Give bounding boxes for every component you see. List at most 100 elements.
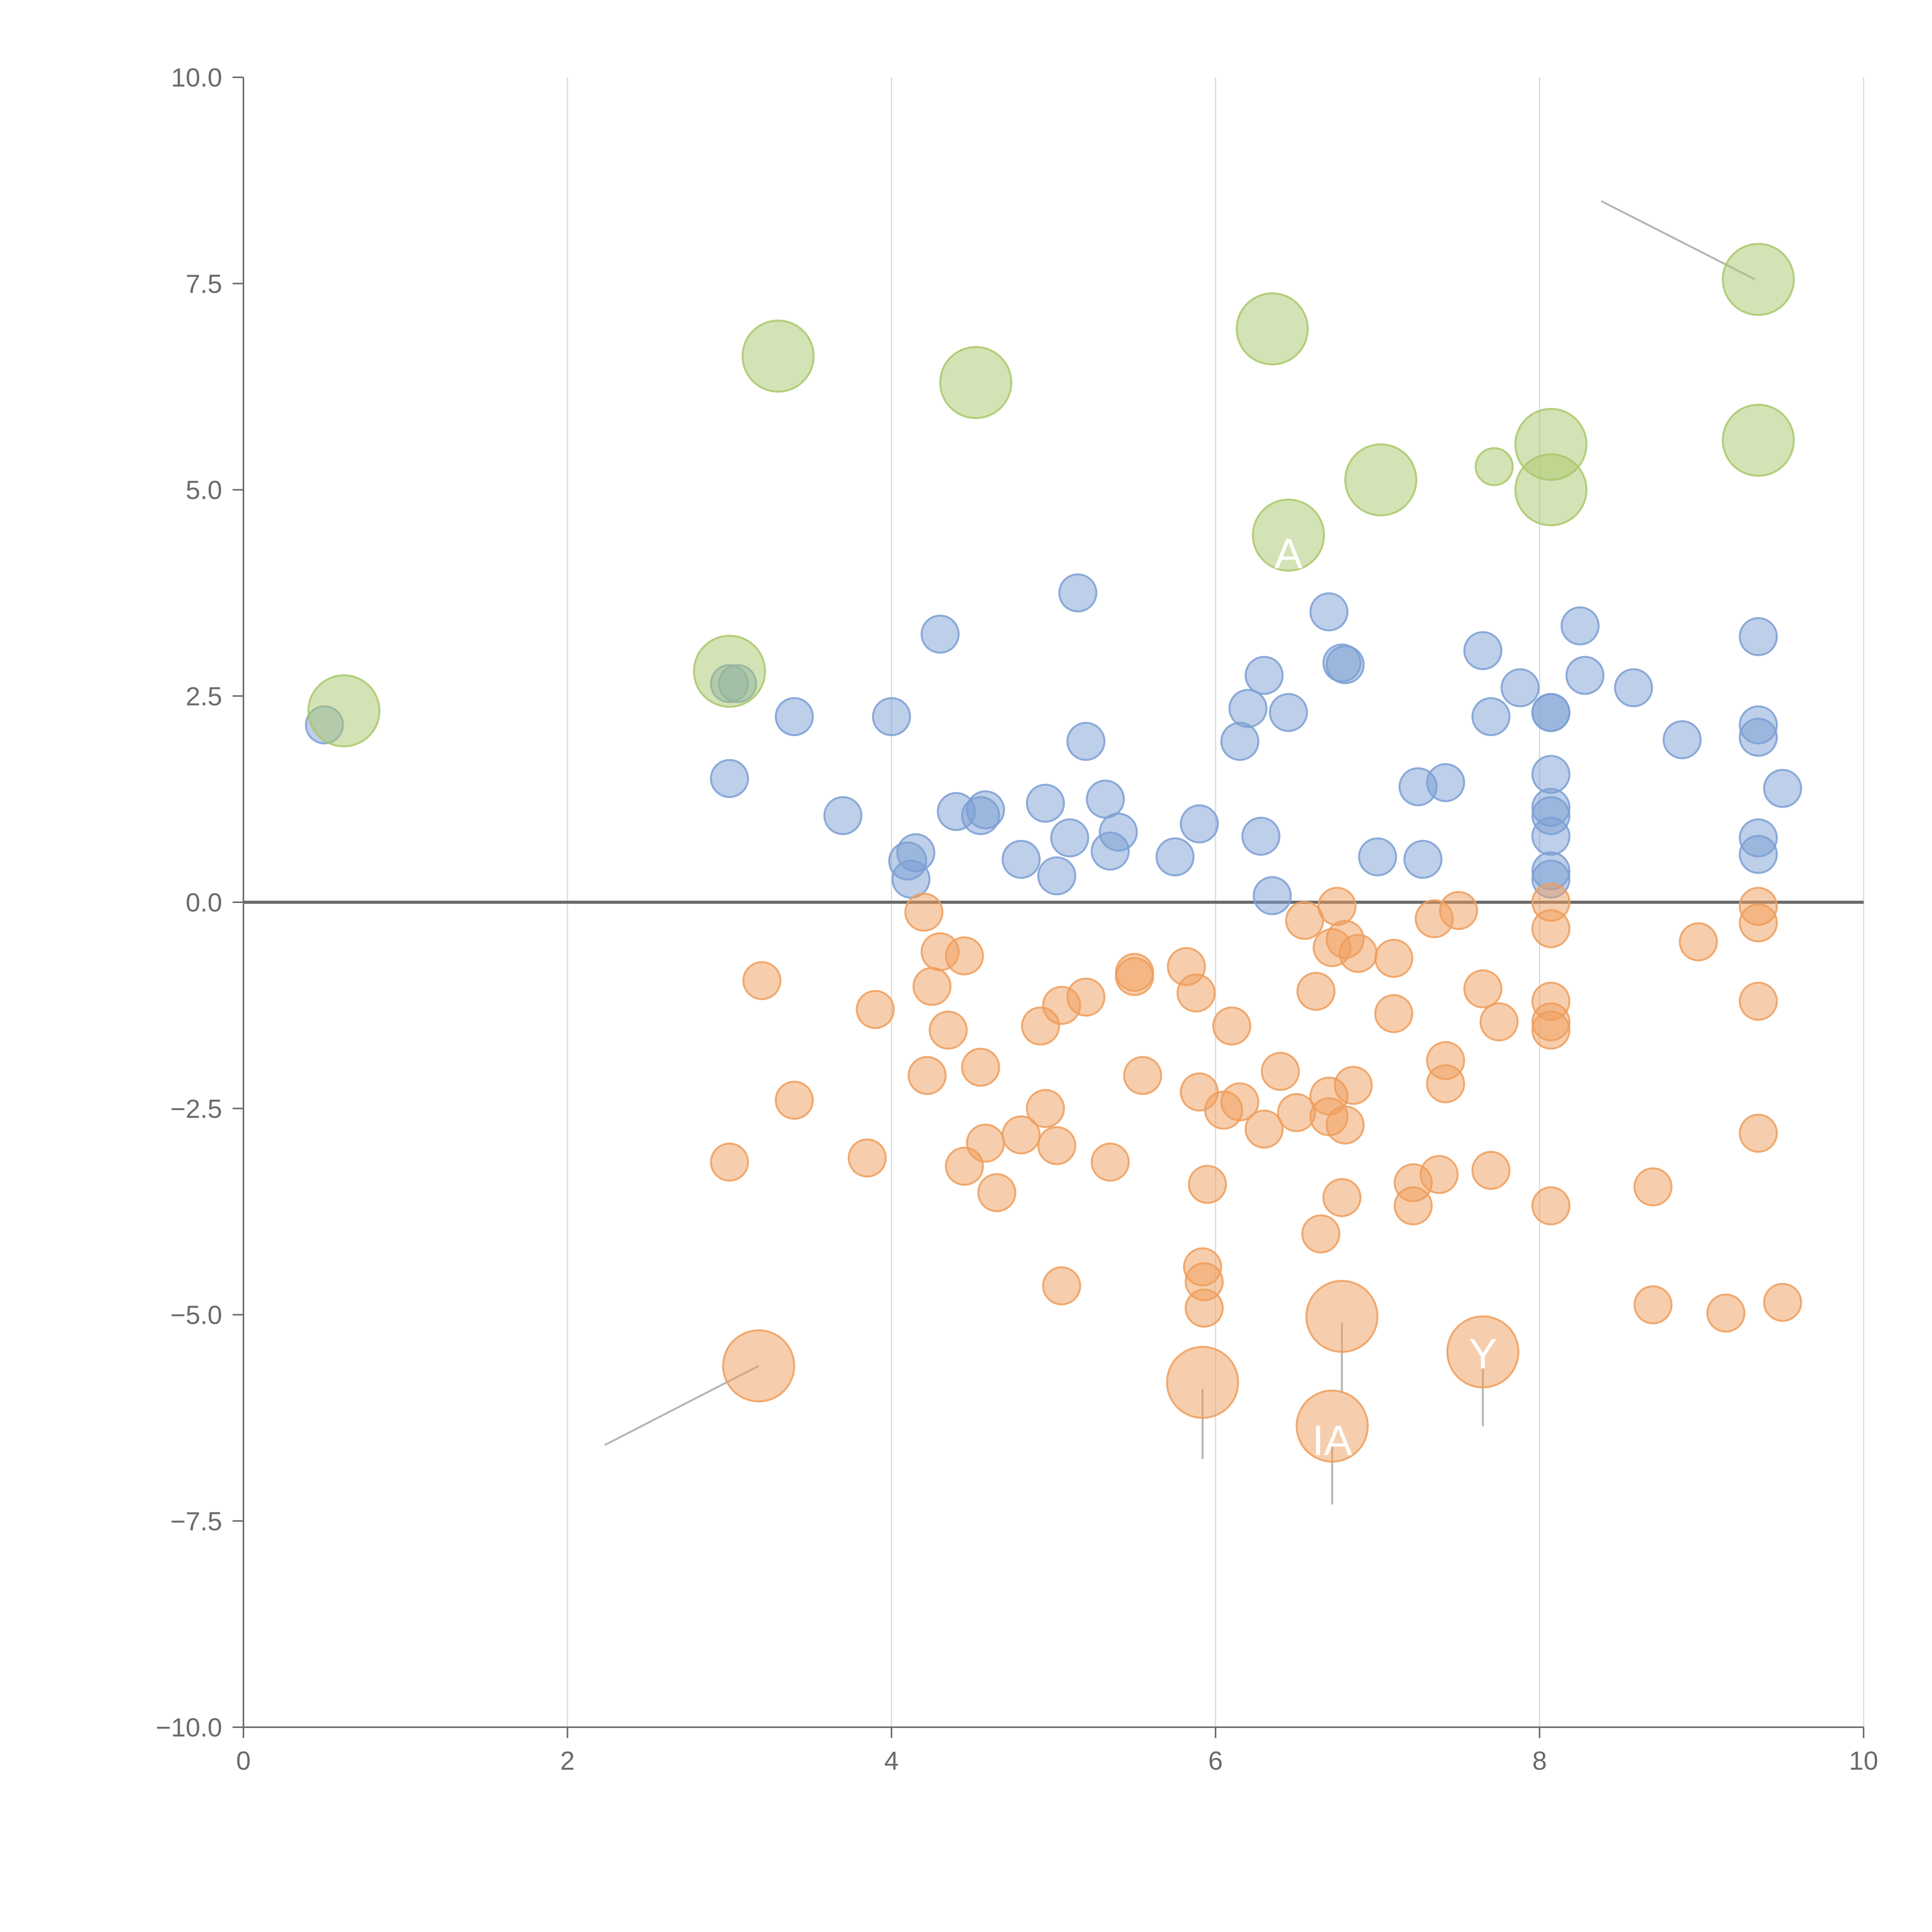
negative-point <box>1374 939 1413 978</box>
positive-point <box>1531 816 1571 856</box>
negative-point <box>1245 1109 1284 1149</box>
negative-point <box>1066 978 1105 1017</box>
positive-point <box>1560 606 1600 646</box>
negative-point <box>1531 1186 1571 1226</box>
negative-point <box>1738 981 1778 1021</box>
positive-point <box>1531 693 1571 732</box>
positive-point <box>1245 656 1284 695</box>
negative-point <box>1176 973 1216 1013</box>
positive-point <box>920 614 960 654</box>
positive-point <box>1426 763 1465 802</box>
positive-point <box>1002 840 1041 879</box>
negative-point <box>1317 887 1357 926</box>
negative-point <box>1301 1214 1340 1253</box>
positive-point <box>872 697 911 736</box>
negative-point <box>1393 1186 1433 1226</box>
positive-point <box>896 833 935 872</box>
positive-point <box>1325 645 1365 684</box>
large-negative-point <box>1296 1389 1369 1463</box>
annotation-labels: A Y IA <box>1274 530 1497 1464</box>
y-tick-label: 10.0 <box>171 63 222 92</box>
negative-point <box>907 1056 947 1095</box>
positive-point <box>1471 697 1511 736</box>
negative-point <box>1296 972 1336 1011</box>
highlight-point <box>1344 443 1417 517</box>
negative-point <box>912 967 952 1006</box>
positive-point <box>1050 818 1089 857</box>
y-tick-label: 5.0 <box>185 476 222 505</box>
axes: 0 2 4 6 8 10 10.0 7.5 5.0 2.5 0.0 −2.5 −5.0 −7.5 −10.0 <box>156 63 1878 1776</box>
negative-point <box>1285 901 1324 940</box>
large-negative-point <box>722 1329 795 1403</box>
y-tick-label: −5.0 <box>170 1301 222 1330</box>
negative-point <box>1026 1089 1065 1128</box>
positive-point <box>1763 769 1802 808</box>
negative-point <box>945 936 984 976</box>
negative-point <box>961 1048 1000 1087</box>
data-points <box>305 243 1802 1463</box>
annotation-center-label: A <box>1274 530 1303 577</box>
y-tick-label: −7.5 <box>170 1507 222 1536</box>
negative-point <box>1333 1066 1373 1105</box>
positive-point <box>1155 837 1195 877</box>
negative-point <box>1042 1266 1081 1306</box>
x-tick-label: 6 <box>1208 1746 1223 1776</box>
negative-point <box>742 961 782 1000</box>
positive-point <box>710 759 749 798</box>
x-tick-label: 8 <box>1532 1746 1547 1776</box>
negative-point <box>1763 1282 1802 1322</box>
negative-point <box>855 990 895 1029</box>
negative-point <box>1374 994 1413 1033</box>
negative-point <box>1463 969 1503 1009</box>
positive-point <box>1253 876 1292 915</box>
y-tick-label: −10.0 <box>156 1713 222 1742</box>
negative-point <box>1325 1105 1365 1145</box>
positive-point <box>823 796 862 835</box>
negative-point <box>1115 957 1154 996</box>
y-tick-label: 2.5 <box>185 682 222 711</box>
y-tick-label: 7.5 <box>185 269 222 299</box>
highlight-point <box>1721 243 1795 316</box>
positive-point <box>1099 813 1138 852</box>
positive-point <box>1269 693 1308 732</box>
negative-point <box>1480 1002 1519 1042</box>
negative-point <box>1738 1114 1778 1153</box>
x-tick-label: 0 <box>236 1746 251 1776</box>
positive-point <box>1026 784 1065 823</box>
negative-point <box>1633 1285 1673 1325</box>
negative-point <box>1419 1155 1459 1194</box>
negative-point <box>1738 903 1778 942</box>
positive-point <box>1241 816 1281 856</box>
negative-point <box>1261 1052 1300 1091</box>
positive-point <box>1309 592 1349 631</box>
highlight-point <box>1236 292 1309 366</box>
negative-point <box>1679 922 1718 961</box>
x-tick-label: 2 <box>560 1746 575 1776</box>
negative-point <box>1090 1143 1130 1182</box>
negative-point <box>1277 1093 1316 1132</box>
positive-point <box>1463 631 1503 670</box>
negative-point <box>977 1173 1017 1213</box>
negative-point <box>1184 1288 1224 1328</box>
positive-point <box>775 697 814 736</box>
highlight-point <box>693 634 766 708</box>
negative-point <box>1706 1293 1746 1333</box>
negative-point <box>929 1010 968 1050</box>
positive-point <box>1738 718 1778 757</box>
negative-point <box>966 1123 1005 1163</box>
negative-point <box>1212 1006 1252 1046</box>
annotation-ia-label: IA <box>1312 1417 1353 1464</box>
positive-point <box>1086 779 1125 819</box>
negative-point <box>1531 1010 1571 1050</box>
x-tick-label: 4 <box>884 1746 899 1776</box>
positive-point <box>1228 689 1268 728</box>
negative-point <box>1037 1126 1077 1165</box>
highlight-point <box>1514 453 1588 526</box>
positive-point <box>1180 804 1219 844</box>
highlight-point <box>939 346 1012 419</box>
positive-point <box>1738 617 1778 656</box>
negative-point <box>1471 1151 1511 1190</box>
negative-point <box>1338 934 1378 973</box>
positive-point <box>1531 755 1571 794</box>
